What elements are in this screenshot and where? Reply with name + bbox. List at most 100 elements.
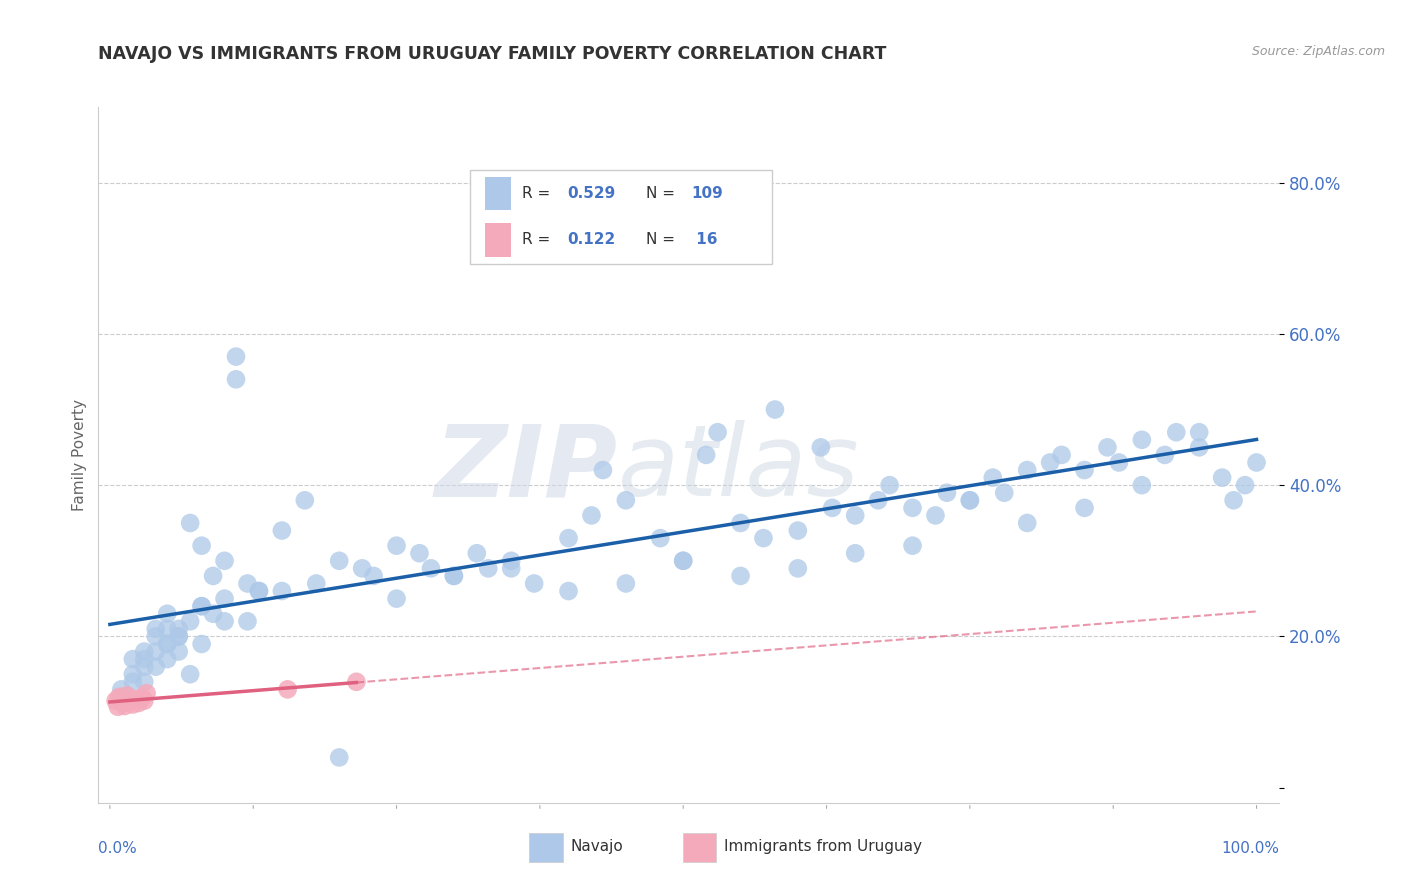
- Point: [167, 629, 190, 643]
- Point: [225, 350, 247, 364]
- Point: [121, 674, 143, 689]
- Point: [408, 546, 430, 560]
- Point: [167, 622, 190, 636]
- Text: ZIP: ZIP: [434, 420, 619, 517]
- Point: [557, 531, 579, 545]
- Point: [1017, 463, 1039, 477]
- Point: [637, 236, 659, 251]
- Point: [134, 694, 156, 708]
- Point: [115, 689, 138, 703]
- Point: [786, 561, 808, 575]
- Point: [385, 539, 408, 553]
- Point: [420, 561, 443, 575]
- Point: [924, 508, 946, 523]
- Point: [104, 694, 127, 708]
- Point: [167, 644, 190, 658]
- Point: [190, 599, 212, 614]
- Text: 16: 16: [692, 233, 718, 247]
- Point: [901, 539, 924, 553]
- Point: [352, 561, 374, 575]
- Point: [1130, 478, 1153, 492]
- Point: [730, 516, 752, 530]
- Point: [305, 576, 328, 591]
- Point: [134, 659, 156, 673]
- Point: [935, 485, 957, 500]
- Point: [981, 470, 1004, 484]
- Point: [190, 599, 212, 614]
- Point: [156, 607, 179, 621]
- Point: [1108, 455, 1130, 469]
- Point: [786, 524, 808, 538]
- Point: [695, 448, 717, 462]
- Text: atlas: atlas: [619, 420, 859, 517]
- Point: [179, 667, 201, 681]
- Point: [202, 569, 225, 583]
- Point: [156, 652, 179, 666]
- Point: [1246, 455, 1268, 469]
- Text: Navajo: Navajo: [571, 839, 624, 855]
- Point: [179, 516, 201, 530]
- Point: [672, 554, 695, 568]
- Point: [844, 508, 866, 523]
- Point: [465, 546, 488, 560]
- Point: [1188, 441, 1211, 455]
- Point: [145, 644, 167, 658]
- Point: [134, 644, 156, 658]
- Text: R =: R =: [523, 186, 555, 201]
- Point: [477, 561, 499, 575]
- Point: [1130, 433, 1153, 447]
- Point: [672, 554, 695, 568]
- Point: [1017, 516, 1039, 530]
- Point: [110, 691, 132, 706]
- Point: [844, 546, 866, 560]
- Point: [706, 425, 728, 440]
- Text: Source: ZipAtlas.com: Source: ZipAtlas.com: [1251, 45, 1385, 58]
- Point: [167, 629, 190, 643]
- Point: [763, 402, 786, 417]
- Point: [145, 622, 167, 636]
- Point: [156, 637, 179, 651]
- Point: [730, 569, 752, 583]
- Point: [1153, 448, 1175, 462]
- Point: [134, 652, 156, 666]
- Point: [107, 699, 129, 714]
- Point: [128, 696, 150, 710]
- Point: [156, 637, 179, 651]
- Point: [650, 531, 672, 545]
- Point: [247, 584, 270, 599]
- Point: [135, 686, 157, 700]
- Point: [328, 554, 350, 568]
- Text: 0.122: 0.122: [567, 233, 616, 247]
- Point: [443, 569, 465, 583]
- Point: [1073, 500, 1095, 515]
- Point: [156, 622, 179, 636]
- Point: [614, 493, 637, 508]
- Point: [202, 607, 225, 621]
- Point: [121, 667, 143, 681]
- Text: N =: N =: [647, 233, 681, 247]
- Point: [557, 584, 579, 599]
- Point: [581, 508, 603, 523]
- Point: [214, 615, 236, 629]
- Point: [131, 690, 153, 705]
- Point: [385, 591, 408, 606]
- Point: [134, 674, 156, 689]
- Point: [214, 591, 236, 606]
- Text: N =: N =: [647, 186, 681, 201]
- Text: 109: 109: [692, 186, 723, 201]
- FancyBboxPatch shape: [485, 177, 510, 210]
- Point: [270, 524, 292, 538]
- Point: [294, 493, 316, 508]
- FancyBboxPatch shape: [530, 833, 562, 862]
- Point: [993, 485, 1015, 500]
- Point: [1073, 463, 1095, 477]
- Point: [247, 584, 270, 599]
- Point: [1166, 425, 1188, 440]
- FancyBboxPatch shape: [471, 169, 772, 264]
- Point: [443, 569, 465, 583]
- Point: [1211, 470, 1233, 484]
- Point: [145, 659, 167, 673]
- Point: [1188, 425, 1211, 440]
- Point: [110, 682, 132, 697]
- Text: Immigrants from Uruguay: Immigrants from Uruguay: [724, 839, 922, 855]
